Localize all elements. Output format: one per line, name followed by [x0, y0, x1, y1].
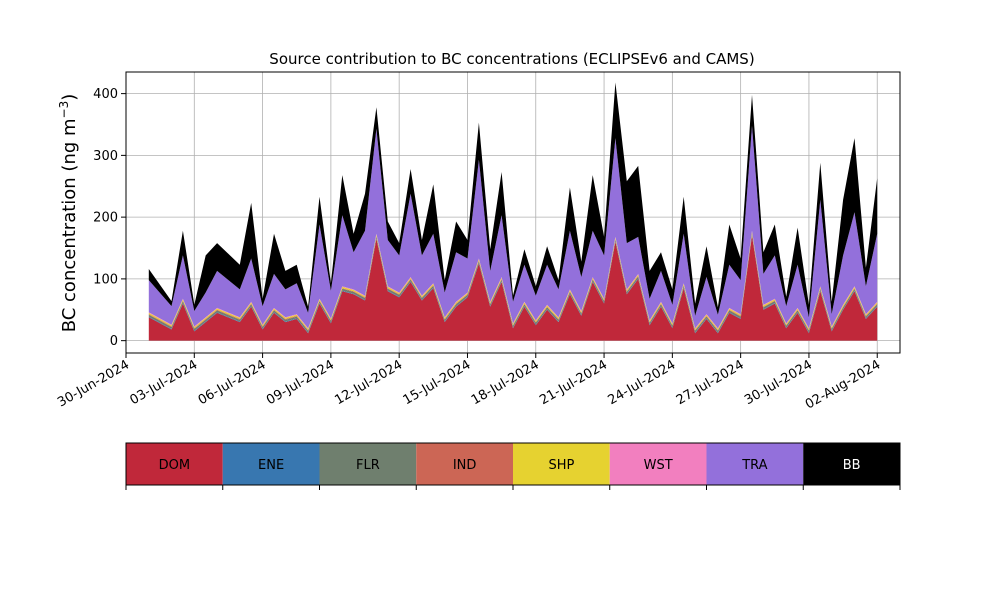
y-tick-label: 0: [110, 334, 118, 349]
x-tick-label: 15-Jul-2024: [401, 357, 474, 408]
legend-swatch-bb: [803, 443, 900, 485]
y-tick-label: 100: [93, 272, 118, 287]
legend-label-shp: SHP: [548, 458, 574, 473]
y-axis-label: BC concentration (ng m−3): [57, 94, 80, 333]
legend-label-ind: IND: [453, 458, 477, 473]
y-axis-label-text: BC concentration (ng m: [59, 118, 80, 332]
x-tick-label: 24-Jul-2024: [606, 357, 679, 408]
legend-label-flr: FLR: [356, 458, 380, 473]
x-tick-label: 03-Jul-2024: [127, 357, 200, 408]
x-tick-label: 12-Jul-2024: [332, 357, 405, 408]
x-tick-label: 27-Jul-2024: [674, 357, 747, 408]
legend-label-ene: ENE: [258, 458, 284, 473]
y-axis-label-superscript: −3: [57, 101, 71, 119]
y-tick-label: 400: [93, 87, 118, 102]
legend-label-bb: BB: [843, 458, 861, 473]
plot-frame: [125, 71, 901, 354]
x-tick-label: 09-Jul-2024: [264, 357, 337, 408]
legend-colorbar: DOM ENE FLR IND SHP WST TRA BB: [125, 442, 901, 490]
area-bb: [148, 82, 878, 318]
area-dom: [148, 235, 878, 341]
x-tick-label: 06-Jul-2024: [196, 357, 269, 408]
legend-label-tra: TRA: [741, 458, 767, 473]
y-tick-label: 200: [93, 211, 118, 226]
stacked-areas: [148, 82, 878, 341]
legend-swatch-dom: [126, 443, 223, 485]
legend-swatch-tra: [706, 443, 804, 485]
legend-swatch-shp: [513, 443, 610, 485]
chart-title: Source contribution to BC concentrations…: [269, 50, 754, 68]
x-tick-label: 18-Jul-2024: [469, 357, 542, 408]
y-tick-label: 300: [93, 149, 118, 164]
x-tick-label: 30-Jun-2024: [55, 357, 132, 410]
legend-swatch-wst: [609, 443, 707, 485]
legend-swatch-flr: [319, 443, 417, 485]
legend-label-wst: WST: [644, 458, 673, 473]
legend-label-dom: DOM: [159, 458, 190, 473]
legend-swatch-ene: [222, 443, 320, 485]
y-axis-label-close: ): [59, 94, 80, 101]
area-tra: [148, 125, 878, 329]
x-tick-label: 21-Jul-2024: [537, 357, 610, 408]
area-flr: [148, 233, 878, 333]
x-tick-label: 02-Aug-2024: [803, 357, 883, 412]
legend-swatch-ind: [416, 443, 513, 485]
